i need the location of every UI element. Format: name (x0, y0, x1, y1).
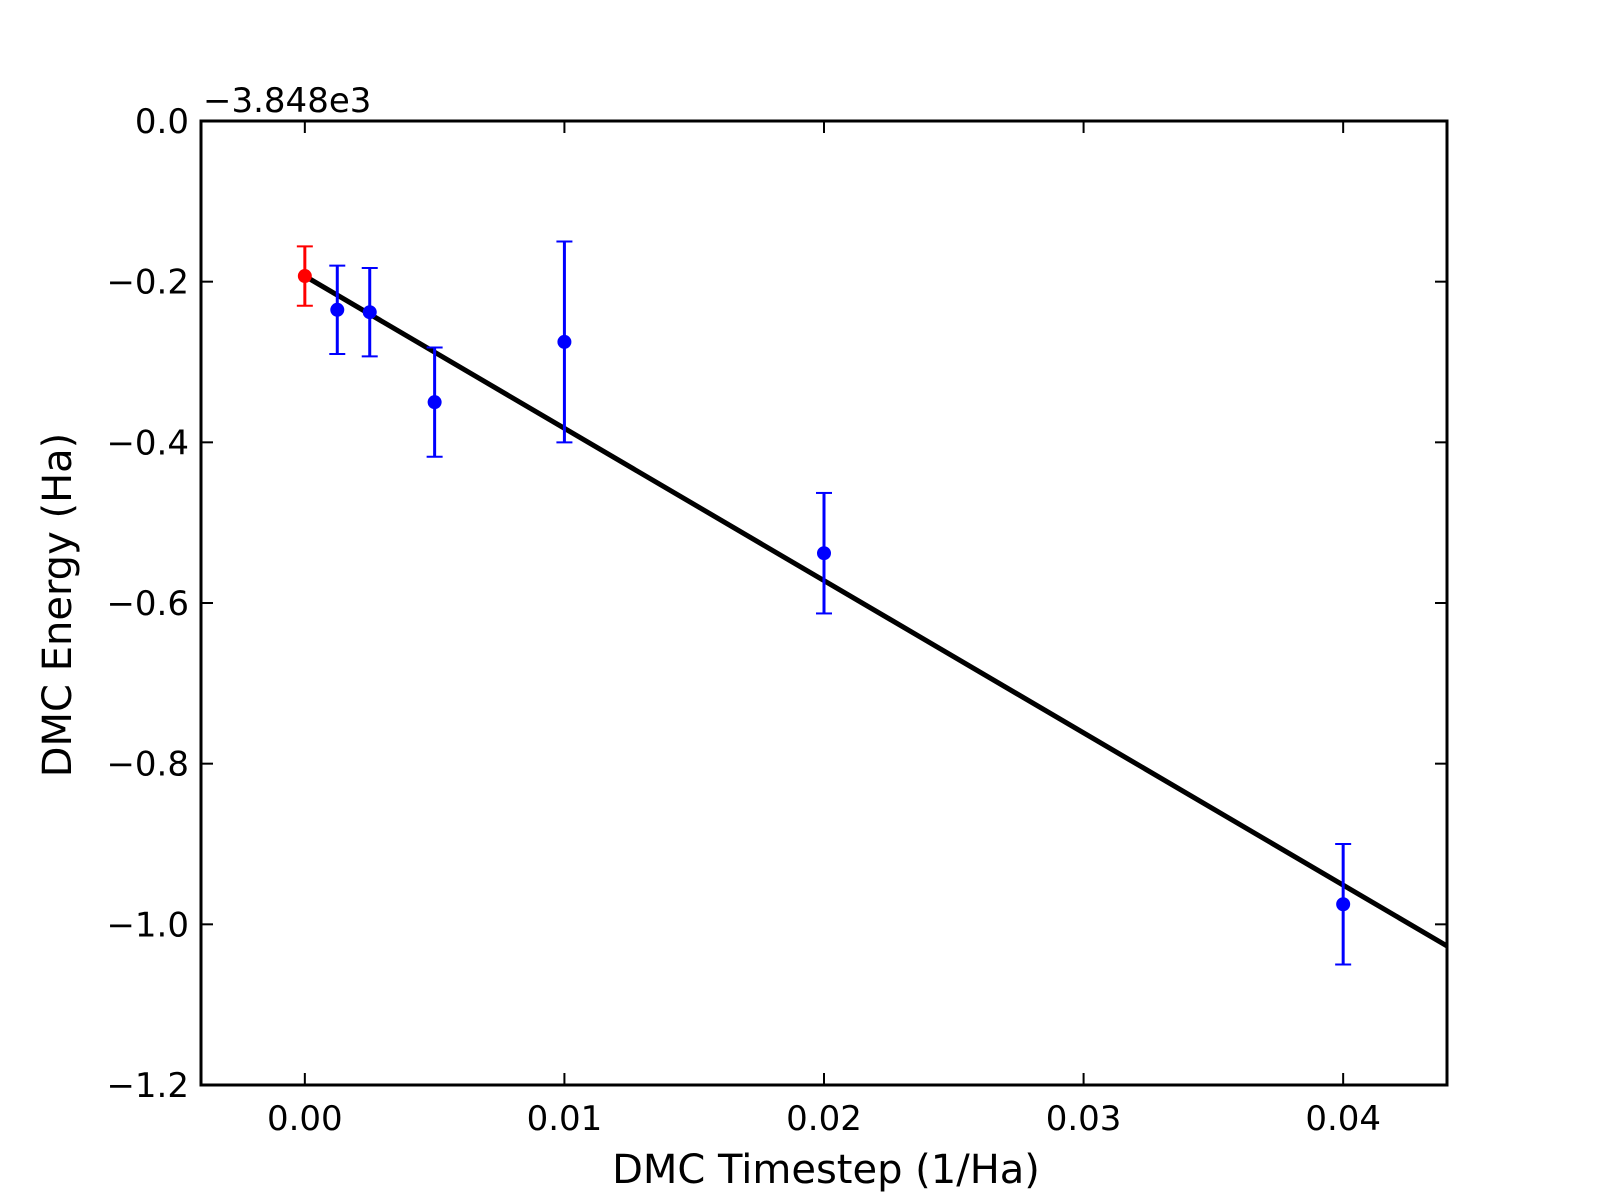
x-tick-label-3: 0.03 (1046, 1099, 1122, 1139)
y-axis-label: DMC Energy (Ha) (35, 433, 81, 778)
y-offset-label: −3.848e3 (203, 81, 371, 121)
y-tick-label-4: −0.8 (106, 745, 189, 785)
x-tick-label-0: 0.00 (267, 1099, 343, 1139)
x-tick-label-4: 0.04 (1305, 1099, 1381, 1139)
y-tick-label-3: −0.6 (106, 584, 189, 624)
data-point-0-3 (557, 334, 572, 349)
data-point-1-0 (297, 269, 312, 284)
data-point-0-0 (330, 302, 345, 317)
data-point-0-2 (427, 395, 442, 410)
plot-area (296, 240, 1447, 966)
x-tick-label-1: 0.01 (527, 1099, 603, 1139)
x-tick-label-2: 0.02 (786, 1099, 862, 1139)
data-point-0-5 (1336, 897, 1351, 912)
y-tick-label-6: −1.2 (106, 1066, 189, 1106)
fit-line (303, 273, 1447, 949)
y-tick-label-5: −1.0 (106, 905, 189, 945)
data-point-0-1 (362, 305, 377, 320)
y-tick-label-2: −0.4 (106, 423, 189, 463)
y-tick-label-1: −0.2 (106, 263, 189, 303)
y-tick-label-0: 0.0 (135, 102, 189, 142)
x-axis-label: DMC Timestep (1/Ha) (612, 1147, 1040, 1193)
data-point-0-4 (817, 546, 831, 561)
axes: 0.00 0.01 0.02 0.03 0.04 0.0 −0.2 −0.4 −0.6 −0.8 −… (106, 102, 1449, 1139)
